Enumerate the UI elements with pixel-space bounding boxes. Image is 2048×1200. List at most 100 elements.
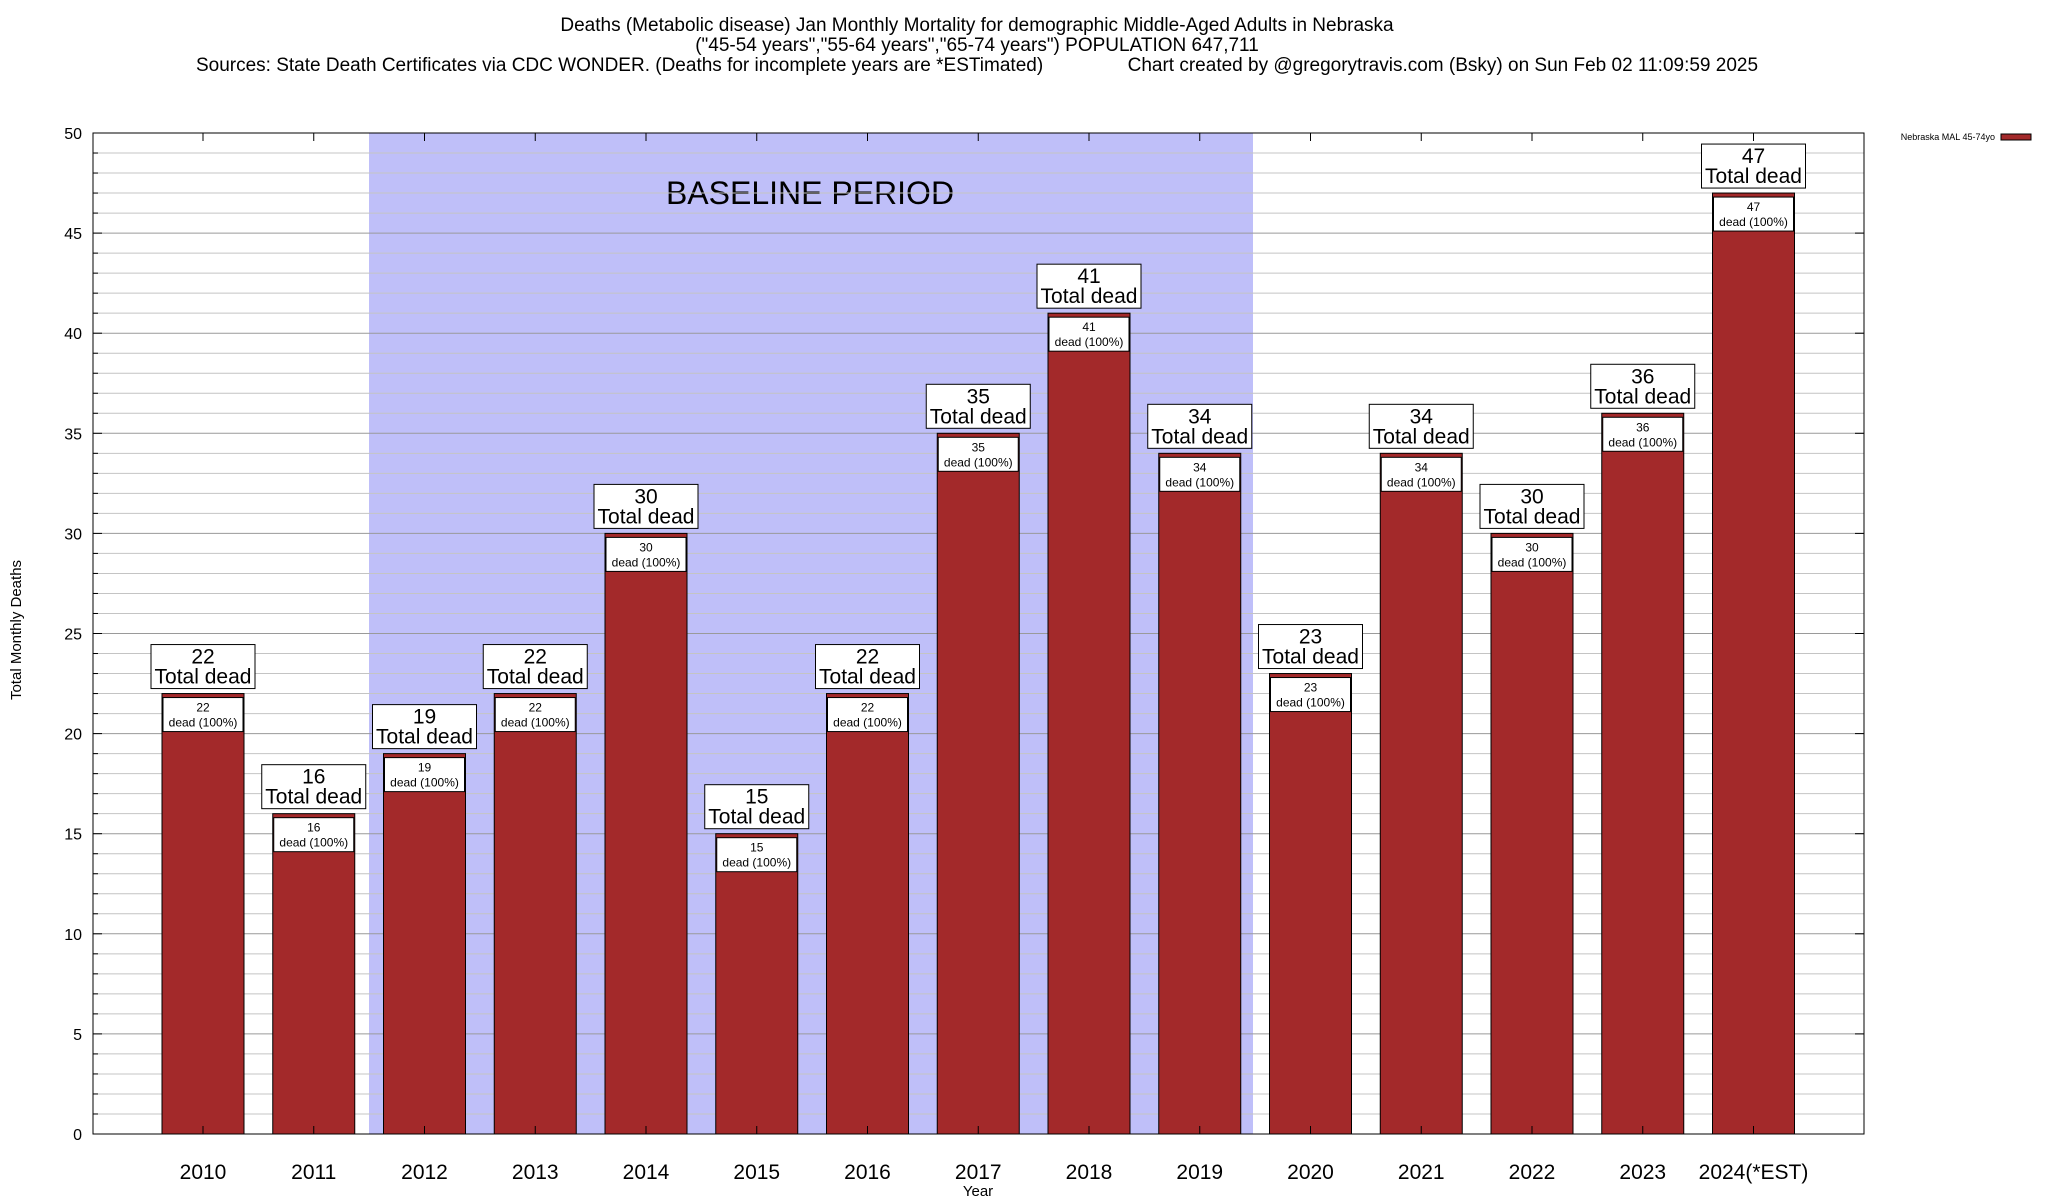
y-tick-label: 20 — [64, 727, 82, 744]
inner-label-box — [1602, 416, 1684, 452]
x-tick-label: 2021 — [1398, 1161, 1445, 1184]
bar-rect — [493, 693, 577, 1135]
total-label-text: Total dead — [598, 505, 695, 528]
x-tick-label: 2016 — [844, 1161, 891, 1184]
total-label-text: Total dead — [376, 726, 473, 749]
total-label-box — [150, 644, 256, 690]
total-label-box — [815, 644, 920, 690]
total-label-box — [1701, 143, 1806, 189]
inner-label-text: dead (100%) — [612, 555, 681, 569]
inner-label-text: dead (100%) — [833, 716, 902, 730]
inner-label-box — [827, 697, 908, 733]
total-label-value: 22 — [856, 646, 879, 669]
inner-label-box — [162, 697, 244, 733]
y-tick-label: 0 — [73, 1127, 82, 1144]
y-tick-label: 10 — [64, 927, 82, 944]
x-tick-label: 2014 — [623, 1161, 670, 1184]
total-label-value: 35 — [967, 385, 990, 408]
bar-rect — [1601, 412, 1685, 1135]
total-label-text: Total dead — [1262, 646, 1359, 669]
total-label-value: 30 — [634, 485, 657, 508]
inner-label-box — [1380, 456, 1462, 492]
total-label-value: 15 — [745, 786, 768, 809]
total-label-box — [1036, 263, 1142, 309]
inner-label-text: dead (100%) — [169, 716, 238, 730]
y-tick-label: 25 — [64, 627, 82, 644]
total-label-value: 23 — [1299, 626, 1322, 649]
inner-label-box — [937, 436, 1019, 472]
inner-label-value: 22 — [196, 701, 210, 715]
x-tick-label: 2017 — [955, 1161, 1002, 1184]
total-label-text: Total dead — [819, 666, 916, 689]
x-tick-label: 2022 — [1509, 1161, 1556, 1184]
y-axis-label: Total Monthly Deaths — [8, 560, 25, 700]
total-label-text: Total dead — [487, 666, 584, 689]
inner-label-text: dead (100%) — [944, 455, 1013, 469]
y-tick-label: 40 — [64, 326, 82, 343]
y-tick-label: 35 — [64, 426, 82, 443]
x-tick-label: 2012 — [401, 1161, 448, 1184]
total-label-text: Total dead — [1484, 505, 1581, 528]
legend-entry-label: Nebraska MAL 45-74yo — [1901, 132, 1995, 142]
inner-label-value: 19 — [418, 761, 432, 775]
total-label-value: 19 — [413, 706, 436, 729]
total-label-value: 36 — [1631, 365, 1654, 388]
total-label-box — [261, 764, 367, 810]
total-label-text: Total dead — [930, 405, 1027, 428]
inner-label-box — [384, 757, 465, 793]
inner-label-box — [1048, 316, 1130, 352]
x-tick-label: 2019 — [1176, 1161, 1223, 1184]
x-tick-label: 2020 — [1287, 1161, 1334, 1184]
bar-rect — [826, 693, 909, 1135]
total-label-box — [925, 383, 1031, 429]
total-label-value: 30 — [1520, 485, 1543, 508]
total-label-value: 16 — [302, 766, 325, 789]
inner-label-text: dead (100%) — [722, 856, 791, 870]
inner-label-box — [1491, 536, 1573, 572]
total-label-text: Total dead — [1705, 165, 1802, 188]
inner-label-value: 47 — [1747, 200, 1761, 214]
y-tick-label: 50 — [64, 126, 82, 143]
inner-label-value: 30 — [639, 540, 653, 554]
y-tick-label: 5 — [73, 1027, 82, 1044]
bar-rect — [1158, 452, 1242, 1135]
total-label-box — [1147, 403, 1253, 449]
title-line-1: Deaths (Metabolic disease) Jan Monthly M… — [560, 15, 1394, 36]
inner-label-value: 22 — [861, 701, 875, 715]
bar-rect — [1379, 452, 1463, 1135]
total-label-box — [372, 704, 477, 750]
total-label-value: 47 — [1742, 145, 1765, 168]
inner-label-text: dead (100%) — [1055, 335, 1124, 349]
total-label-value: 22 — [191, 646, 214, 669]
bar-rect — [604, 532, 688, 1135]
total-label-box — [482, 644, 588, 690]
inner-label-text: dead (100%) — [1498, 555, 1567, 569]
x-axis-ticks: 2010 2011 2012 2013 2014 2015 2016 2017 2018 2019… — [180, 133, 1808, 1184]
bar-rect — [936, 432, 1020, 1135]
inner-label-text: dead (100%) — [1719, 215, 1788, 229]
title-line-3: Sources: State Death Certificates via CD… — [196, 55, 1758, 76]
total-label-text: Total dead — [155, 666, 252, 689]
total-label-value: 34 — [1410, 405, 1434, 428]
x-tick-label: 2018 — [1066, 1161, 1113, 1184]
inner-label-value: 15 — [750, 841, 764, 855]
inner-label-text: dead (100%) — [1387, 475, 1456, 489]
inner-label-box — [1159, 456, 1241, 492]
total-label-box — [593, 483, 699, 529]
inner-label-value: 36 — [1636, 420, 1650, 434]
inner-label-value: 30 — [1525, 540, 1539, 554]
total-label-text: Total dead — [1594, 385, 1691, 408]
inner-label-text: dead (100%) — [1276, 696, 1345, 710]
x-tick-label: 2013 — [512, 1161, 559, 1184]
total-label-text: Total dead — [265, 786, 362, 809]
title-line-2: ("45-54 years","55-64 years","65-74 year… — [695, 35, 1259, 56]
bar-rect — [1712, 192, 1795, 1135]
